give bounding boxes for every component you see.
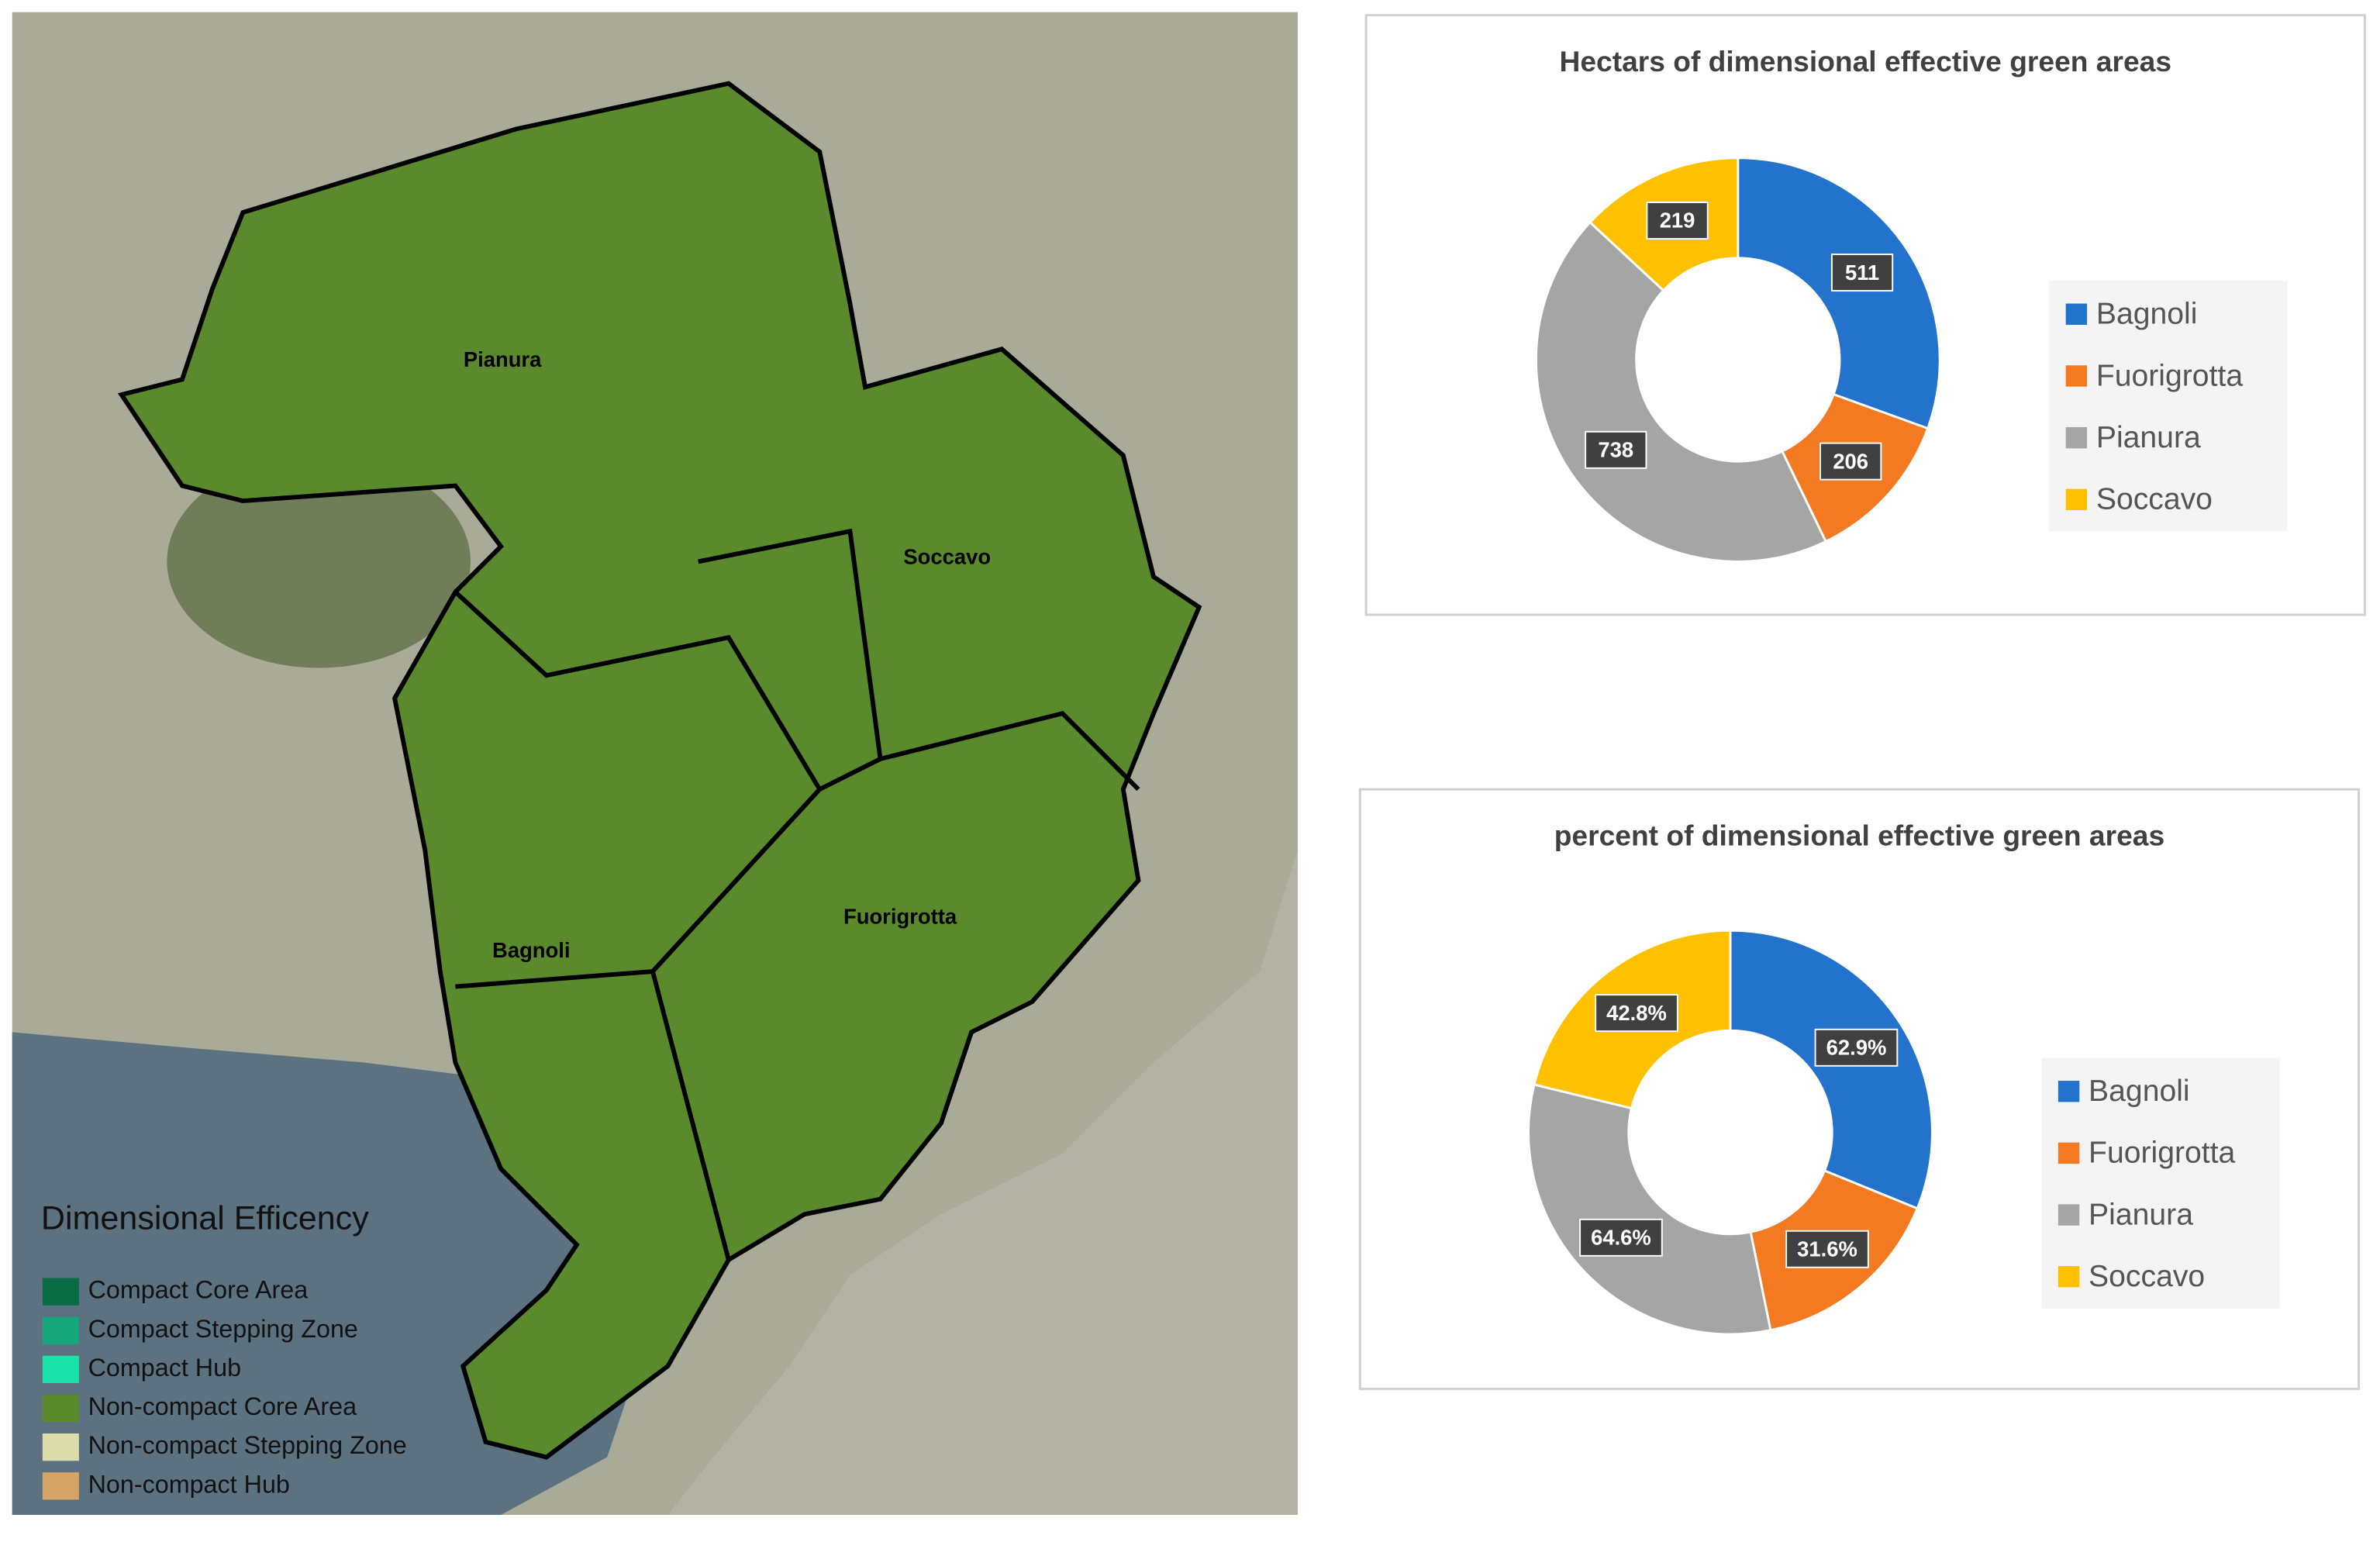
- legend-box: [2041, 1057, 2280, 1309]
- legend-label: Fuorigrotta: [2096, 359, 2243, 392]
- legend-swatch: [2065, 426, 2088, 449]
- district-label: Pianura: [464, 347, 542, 371]
- data-label-box: [1830, 254, 1894, 292]
- charts: Hectars of dimensional effective green a…: [1527, 45, 2288, 1336]
- legend-swatch: [2057, 1142, 2080, 1164]
- donut-slice: [1737, 157, 1941, 430]
- data-label: 64.6%: [1591, 1226, 1651, 1250]
- legend-label: Bagnoli: [2096, 298, 2198, 331]
- data-label-box: [1579, 1218, 1663, 1257]
- map-legend: Compact Core Area Compact Stepping Zone Co…: [42, 1276, 407, 1500]
- legend-label: Bagnoli: [2089, 1075, 2190, 1108]
- data-label-box: [1646, 202, 1709, 240]
- legend-label: Non-compact Stepping Zone: [88, 1431, 407, 1459]
- data-label: 206: [1833, 449, 1868, 473]
- district-label: Fuorigrotta: [843, 905, 957, 929]
- donut-slice: [1527, 1083, 1772, 1336]
- legend-swatch: [2065, 365, 2088, 387]
- legend-swatch: [2057, 1204, 2080, 1226]
- chart-title: Hectars of dimensional effective green a…: [1559, 45, 2171, 78]
- data-label: 511: [1845, 260, 1879, 285]
- data-label: 219: [1660, 209, 1695, 233]
- data-label: 31.6%: [1797, 1237, 1857, 1261]
- legend-swatch: [2057, 1266, 2080, 1288]
- coast-land: [667, 850, 1299, 1515]
- data-label-box: [1814, 1028, 1899, 1067]
- legend-swatch: [2065, 488, 2088, 511]
- legend-swatch: [2065, 303, 2088, 325]
- data-label: 62.9%: [1826, 1035, 1887, 1059]
- legend-label: Non-compact Core Area: [88, 1392, 357, 1420]
- data-label: 738: [1598, 438, 1633, 462]
- district-boundaries: [454, 528, 1140, 1261]
- data-label-box: [1819, 442, 1882, 481]
- legend-label: Pianura: [2096, 421, 2201, 454]
- crater: [167, 455, 471, 668]
- map: Pianura Soccavo Bagnoli Fuorigrotta Dime…: [12, 12, 1299, 1515]
- legend-box: [2049, 281, 2288, 532]
- data-label: 42.8%: [1606, 1001, 1667, 1025]
- legend-label: Compact Stepping Zone: [88, 1315, 358, 1343]
- legend-title: Dimensional Efficency: [41, 1199, 369, 1237]
- legend-label: Pianura: [2089, 1198, 2193, 1231]
- legend-label: Compact Hub: [88, 1354, 241, 1382]
- legend-swatch: [42, 1355, 79, 1384]
- legend-swatch: [42, 1278, 79, 1306]
- data-label-box: [1585, 430, 1647, 469]
- legend-label: Soccavo: [2096, 483, 2213, 516]
- legend-swatch: [42, 1433, 79, 1461]
- donut-slice: [1729, 929, 1933, 1210]
- legend-swatch: [2057, 1080, 2080, 1102]
- legend-swatch: [42, 1472, 79, 1500]
- chart-title: percent of dimensional effective green a…: [1554, 819, 2164, 852]
- district-label: Soccavo: [903, 545, 991, 569]
- legend-label: Fuorigrotta: [2089, 1137, 2235, 1170]
- legend-label: Non-compact Hub: [88, 1470, 290, 1498]
- study-area: [117, 81, 1202, 1460]
- legend-swatch: [42, 1316, 79, 1344]
- data-label-box: [1595, 994, 1678, 1033]
- donut-slice: [1534, 220, 1828, 563]
- legend-swatch: [42, 1394, 79, 1423]
- data-label-box: [1785, 1230, 1869, 1268]
- legend-label: Soccavo: [2089, 1260, 2205, 1293]
- legend-label: Compact Core Area: [88, 1276, 309, 1304]
- district-label: Bagnoli: [492, 938, 570, 962]
